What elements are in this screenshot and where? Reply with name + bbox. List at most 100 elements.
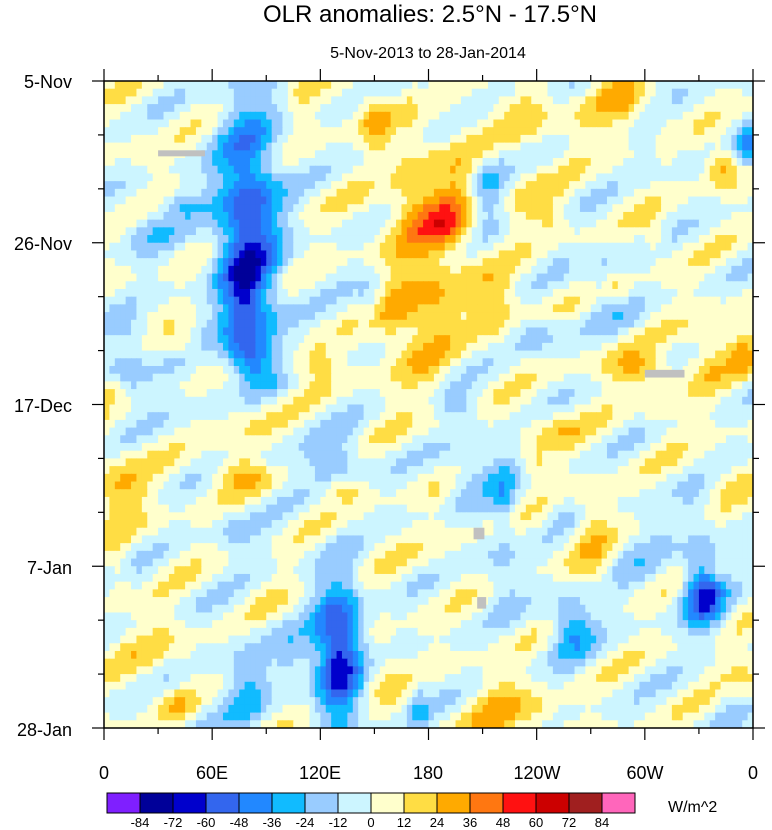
heatmap-cell	[498, 142, 505, 151]
heatmap-cell	[174, 88, 181, 98]
heatmap-cell	[369, 312, 376, 321]
heatmap-cell	[277, 119, 284, 128]
heatmap-cell	[325, 196, 332, 205]
heatmap-cell	[158, 396, 165, 406]
heatmap-cell	[644, 96, 651, 105]
heatmap-cell	[304, 119, 311, 128]
heatmap-cell	[250, 134, 257, 144]
heatmap-cell	[287, 265, 294, 275]
heatmap-cell	[747, 119, 753, 128]
heatmap-cell	[152, 242, 159, 252]
heatmap-cell	[374, 111, 381, 121]
heatmap-cell	[423, 111, 430, 121]
heatmap-cell	[104, 81, 111, 90]
heatmap-cell	[704, 88, 711, 98]
heatmap-cell	[287, 342, 294, 352]
heatmap-cell	[212, 335, 219, 344]
heatmap-cell	[460, 235, 467, 244]
heatmap-cell	[222, 312, 229, 321]
heatmap-cell	[596, 250, 603, 259]
heatmap-cell	[423, 104, 430, 113]
heatmap-cell	[736, 219, 743, 228]
heatmap-cell	[428, 319, 435, 329]
heatmap-cell	[531, 181, 538, 190]
heatmap-cell	[352, 96, 359, 105]
heatmap-cell	[185, 165, 192, 175]
heatmap-cell	[715, 134, 722, 144]
heatmap-cell	[525, 281, 532, 290]
heatmap-cell	[498, 258, 505, 267]
heatmap-cell	[525, 319, 532, 329]
heatmap-cell	[520, 381, 527, 390]
heatmap-cell	[255, 142, 262, 151]
heatmap-cell	[450, 227, 457, 236]
heatmap-cell	[309, 127, 316, 136]
heatmap-cell	[439, 396, 446, 406]
heatmap-cell	[147, 273, 154, 282]
heatmap-cell	[190, 365, 197, 375]
heatmap-cell	[504, 250, 511, 259]
heatmap-cell	[228, 396, 235, 406]
heatmap-cell	[477, 342, 484, 352]
heatmap-cell	[558, 273, 565, 282]
heatmap-cell	[120, 273, 127, 282]
heatmap-cell	[634, 258, 641, 267]
heatmap-cell	[293, 211, 300, 221]
heatmap-cell	[504, 181, 511, 190]
heatmap-cell	[314, 150, 321, 159]
heatmap-cell	[606, 88, 613, 98]
heatmap-cell	[569, 381, 576, 390]
heatmap-cell	[260, 81, 267, 90]
heatmap-cell	[628, 196, 635, 205]
heatmap-cell	[742, 104, 749, 113]
heatmap-cell	[385, 227, 392, 236]
heatmap-cell	[477, 273, 484, 282]
heatmap-cell	[715, 265, 722, 275]
heatmap-cell	[428, 258, 435, 267]
heatmap-cell	[163, 327, 170, 336]
heatmap-cell	[114, 150, 121, 159]
heatmap-cell	[634, 158, 641, 167]
heatmap-cell	[574, 219, 581, 228]
heatmap-cell	[125, 165, 132, 175]
heatmap-cell	[136, 81, 143, 90]
heatmap-cell	[704, 296, 711, 305]
heatmap-cell	[682, 389, 689, 398]
heatmap-cell	[455, 304, 462, 313]
heatmap-cell	[579, 265, 586, 275]
heatmap-cell	[363, 134, 370, 144]
heatmap-cell	[596, 227, 603, 236]
heatmap-cell	[444, 111, 451, 121]
heatmap-cell	[720, 312, 727, 321]
heatmap-cell	[439, 296, 446, 305]
heatmap-cell	[314, 204, 321, 213]
heatmap-cell	[552, 312, 559, 321]
heatmap-cell	[515, 342, 522, 352]
heatmap-cell	[552, 158, 559, 167]
heatmap-cell	[341, 242, 348, 252]
heatmap-cell	[677, 181, 684, 190]
heatmap-cell	[250, 396, 257, 406]
heatmap-cell	[623, 165, 630, 175]
heatmap-cell	[531, 219, 538, 228]
heatmap-cell	[228, 342, 235, 352]
heatmap-cell	[206, 150, 213, 159]
heatmap-cell	[671, 358, 678, 367]
heatmap-cell	[634, 358, 641, 367]
heatmap-cell	[190, 335, 197, 344]
heatmap-cell	[401, 396, 408, 406]
heatmap-cell	[531, 389, 538, 398]
heatmap-cell	[185, 88, 192, 98]
heatmap-cell	[277, 204, 284, 213]
heatmap-cell	[579, 96, 586, 105]
heatmap-cell	[266, 319, 273, 329]
heatmap-cell	[195, 219, 202, 228]
heatmap-cell	[596, 134, 603, 144]
heatmap-cell	[109, 288, 116, 298]
heatmap-cell	[720, 281, 727, 290]
heatmap-cell	[179, 373, 186, 382]
heatmap-cell	[623, 288, 630, 298]
heatmap-cell	[250, 204, 257, 213]
heatmap-cell	[201, 127, 208, 136]
heatmap-cell	[104, 104, 111, 113]
